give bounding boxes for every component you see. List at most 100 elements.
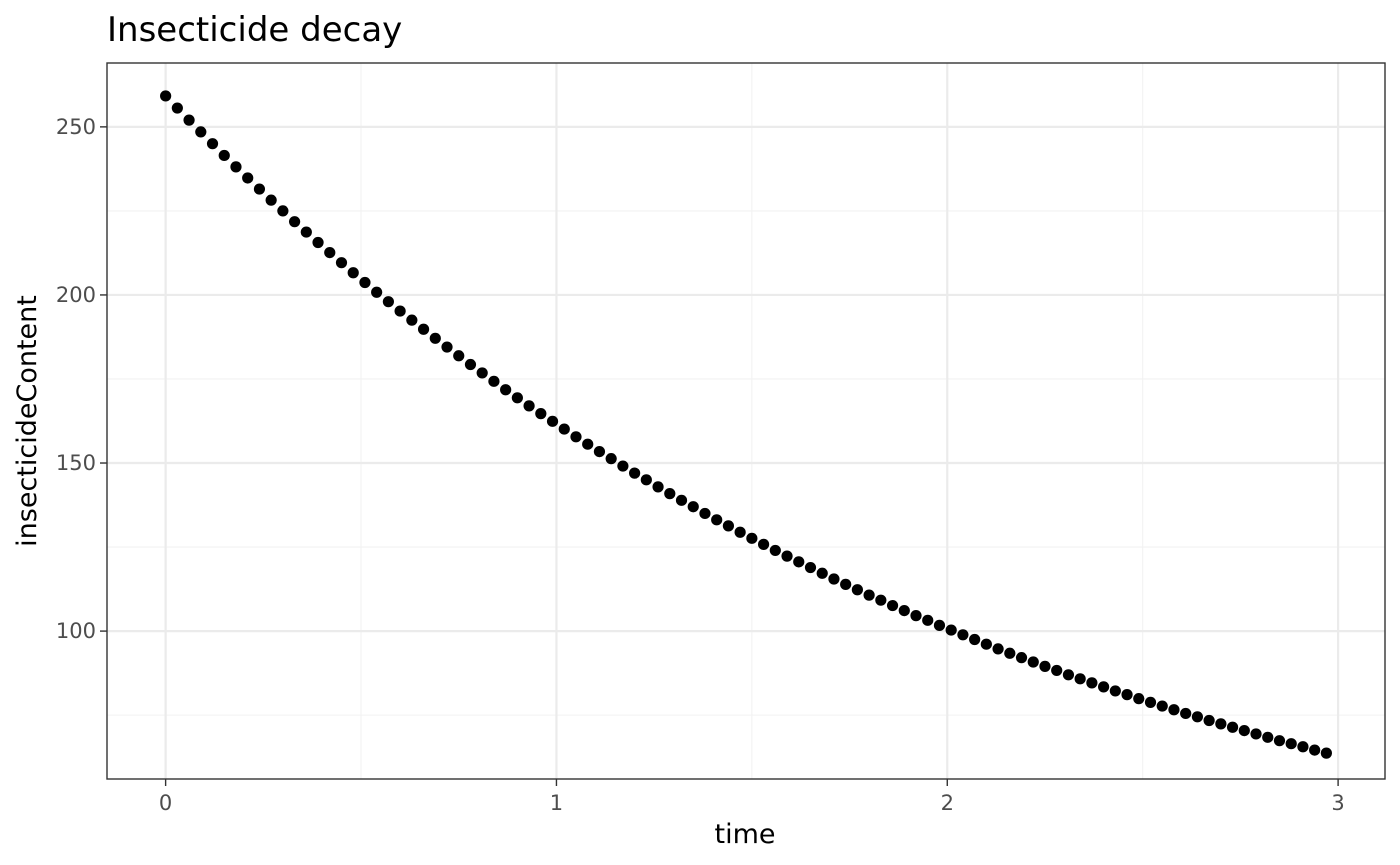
- data-point: [769, 544, 781, 557]
- data-point: [417, 323, 430, 335]
- data-point: [183, 114, 195, 126]
- data-point: [476, 367, 488, 379]
- data-point: [629, 467, 641, 479]
- data-point: [687, 501, 699, 513]
- data-point: [933, 619, 946, 631]
- data-point: [1273, 735, 1286, 747]
- data-point: [722, 520, 735, 532]
- data-point: [1027, 656, 1039, 668]
- data-point: [1285, 738, 1297, 750]
- data-point: [828, 573, 840, 585]
- data-point: [394, 305, 406, 317]
- data-point: [711, 514, 723, 526]
- minor-gridlines: [107, 63, 1385, 779]
- data-point: [312, 236, 324, 249]
- chart-title: Insecticide decay: [107, 10, 402, 50]
- data-point: [746, 532, 758, 544]
- data-point: [1051, 664, 1063, 677]
- data-point: [1309, 744, 1321, 756]
- x-tick-label: 0: [159, 791, 172, 815]
- data-point: [1015, 652, 1028, 664]
- data-point: [969, 633, 981, 646]
- data-point: [910, 610, 922, 622]
- data-point: [886, 599, 899, 612]
- data-point: [253, 183, 266, 195]
- data-point: [1086, 677, 1098, 689]
- data-points: [160, 90, 1332, 759]
- data-point: [359, 276, 371, 289]
- data-point: [1074, 673, 1086, 685]
- x-tick-label: 3: [1331, 791, 1344, 815]
- data-point: [1297, 741, 1309, 753]
- data-point: [570, 431, 582, 443]
- data-point: [218, 149, 230, 162]
- data-point: [757, 538, 770, 550]
- data-point: [1109, 685, 1121, 697]
- data-point: [1226, 721, 1239, 733]
- x-tick-label: 2: [941, 791, 954, 815]
- data-point: [500, 384, 512, 396]
- data-point: [664, 488, 676, 500]
- data-point: [1133, 693, 1145, 705]
- data-point: [605, 453, 617, 465]
- y-tick-label: 150: [56, 451, 96, 475]
- data-point: [898, 604, 910, 617]
- data-point: [429, 332, 441, 344]
- data-point: [335, 257, 348, 269]
- data-point: [453, 350, 465, 362]
- data-point: [242, 172, 254, 184]
- x-axis-title: time: [714, 819, 775, 850]
- data-point: [992, 643, 1004, 655]
- data-point: [945, 624, 957, 636]
- data-point: [277, 205, 289, 217]
- data-point: [288, 216, 301, 228]
- data-point: [488, 375, 500, 387]
- plot-panel: [106, 62, 1386, 780]
- y-axis-title: insecticideContent: [12, 295, 43, 547]
- data-point: [1191, 711, 1204, 723]
- data-point: [441, 341, 453, 353]
- data-point: [957, 629, 969, 641]
- data-point: [1168, 704, 1180, 716]
- x-axis: 0 1 2 3: [159, 779, 1345, 815]
- major-gridlines: [107, 63, 1385, 779]
- data-point: [699, 507, 711, 520]
- data-point: [1039, 660, 1051, 672]
- data-point: [324, 246, 336, 259]
- data-point: [734, 526, 746, 538]
- data-point: [675, 494, 688, 506]
- y-tick-label: 100: [56, 619, 96, 643]
- data-point: [1156, 700, 1168, 712]
- data-point: [546, 415, 559, 427]
- data-point: [206, 138, 219, 150]
- x-tick-label: 1: [550, 791, 563, 815]
- data-point: [230, 161, 242, 173]
- data-point: [347, 267, 359, 279]
- data-point: [300, 226, 312, 238]
- data-point: [781, 550, 793, 562]
- data-point: [875, 594, 887, 606]
- data-point: [406, 314, 418, 326]
- data-point: [382, 296, 394, 308]
- data-point: [804, 561, 817, 574]
- data-point: [816, 567, 828, 579]
- y-axis: 100 150 200 250: [56, 115, 107, 643]
- data-point: [1262, 731, 1274, 743]
- data-point: [582, 438, 594, 450]
- data-point: [652, 481, 664, 493]
- data-point: [1320, 747, 1332, 759]
- data-point: [511, 392, 523, 404]
- data-point: [1121, 689, 1133, 701]
- data-point: [980, 638, 992, 650]
- data-point: [840, 578, 852, 590]
- data-point: [851, 584, 863, 596]
- data-point: [1250, 728, 1262, 740]
- data-point: [558, 423, 570, 435]
- data-point: [195, 126, 207, 138]
- data-point: [265, 194, 277, 206]
- data-point: [1144, 696, 1157, 708]
- data-point: [1004, 647, 1016, 659]
- data-point: [617, 460, 629, 472]
